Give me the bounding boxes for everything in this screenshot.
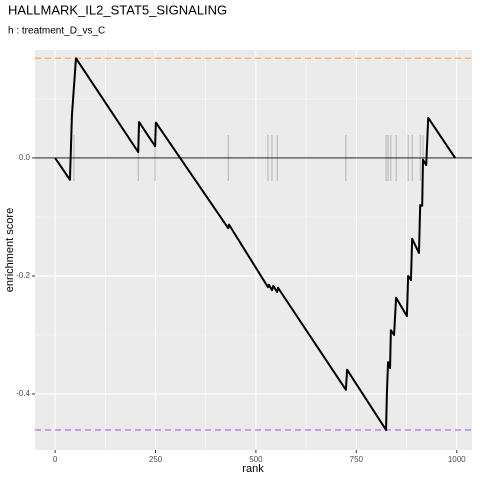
x-tick-label: 1000	[448, 455, 466, 464]
y-tick-label: -0.4	[16, 389, 30, 398]
x-tick-label: 0	[53, 455, 58, 464]
plot-panel	[35, 50, 472, 450]
y-axis-label: enrichment score	[4, 208, 16, 292]
chart-title: HALLMARK_IL2_STAT5_SIGNALING	[8, 2, 227, 17]
x-tick-label: 250	[149, 455, 163, 464]
y-tick-label: 0.0	[19, 153, 31, 162]
chart-subtitle: h : treatment_D_vs_C	[8, 26, 105, 37]
es-line	[54, 57, 456, 431]
x-tick-label: 750	[350, 455, 364, 464]
x-axis-label: rank	[242, 463, 264, 475]
y-tick-label: -0.2	[16, 271, 30, 280]
x-tick-label: 500	[249, 455, 263, 464]
